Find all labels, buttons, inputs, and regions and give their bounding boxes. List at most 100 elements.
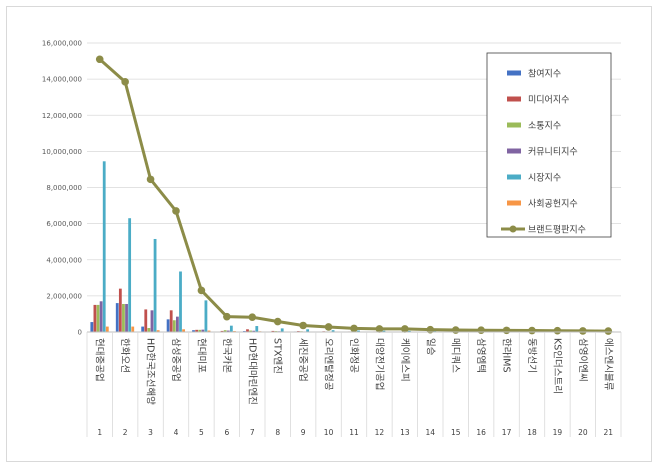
bar: [144, 309, 148, 332]
category-label: 현대미포: [195, 338, 206, 373]
category-label: 삼영이엔씨: [577, 338, 588, 382]
bar: [131, 326, 135, 332]
bar: [207, 330, 211, 332]
rank-label: 21: [604, 428, 614, 437]
bar: [220, 330, 224, 332]
x-axis: 현대중공업 1 한화오션 2 HD한국조선해양 3 삼성중공업 4 현대미포 5 한국카본 6 HD현대…: [86, 331, 622, 437]
category-label: 대양전기공업: [373, 338, 385, 390]
bar: [166, 319, 170, 332]
line-point: [172, 207, 180, 215]
bar: [122, 304, 125, 332]
rank-label: 9: [301, 428, 306, 437]
bar: [156, 330, 160, 332]
legend-label: 미디어지수: [528, 95, 569, 106]
legend-swatch: [507, 174, 521, 180]
y-tick-label: 12,000,000: [42, 112, 82, 120]
category-label: 삼영엠텍: [475, 338, 487, 373]
line-point: [324, 323, 333, 331]
bar: [102, 161, 106, 332]
y-tick-label: 6,000,000: [46, 220, 82, 228]
bar: [226, 330, 230, 332]
rank-label: 12: [375, 428, 385, 437]
line-point: [553, 326, 562, 335]
bar: [172, 320, 176, 332]
chart-frame: 0 2,000,000 4,000,000 6,000,000 8,000,000 10,…: [6, 6, 652, 462]
category-label: 한화오션: [119, 338, 130, 373]
legend-swatch: [507, 70, 521, 76]
legend-label: 소통지수: [528, 121, 561, 132]
rank-label: 11: [349, 428, 359, 437]
category-label: 한라IMS: [501, 338, 512, 373]
legend-label: 브랜드평판지수: [528, 225, 586, 236]
bar: [252, 330, 256, 332]
bar: [179, 271, 182, 332]
rank-label: 15: [451, 428, 461, 437]
legend-label: 시장지수: [528, 173, 561, 184]
bar: [407, 330, 411, 332]
line-point: [223, 312, 231, 321]
rank-label: 20: [578, 428, 588, 437]
category-label: HD한국조선해양: [145, 338, 157, 405]
line-point: [197, 286, 206, 295]
legend-box: [486, 52, 612, 238]
legend-swatch: [507, 148, 521, 154]
line-point: [375, 325, 384, 333]
bar: [357, 330, 360, 332]
rank-label: 13: [400, 428, 410, 437]
legend-label: 커뮤니티지수: [528, 147, 578, 158]
rank-label: 14: [426, 428, 436, 437]
bar: [118, 288, 122, 332]
category-label: 삼성중공업: [170, 338, 182, 382]
bar: [90, 322, 94, 332]
legend-label: 사회공헌지수: [528, 199, 578, 210]
bar: [150, 310, 154, 332]
bar: [198, 329, 202, 332]
rank-label: 17: [502, 428, 512, 437]
line-point: [95, 55, 104, 64]
line-point: [350, 324, 358, 333]
bar: [201, 329, 205, 332]
line-point: [401, 325, 409, 333]
y-axis: 0 2,000,000 4,000,000 6,000,000 8,000,000 10,…: [42, 40, 82, 337]
category-label: 일승: [424, 338, 435, 356]
bar: [382, 330, 386, 332]
bar: [204, 300, 208, 332]
gridlines: [87, 42, 621, 333]
category-label: STX엔진: [272, 338, 283, 374]
bar: [105, 326, 109, 332]
bar: [96, 304, 100, 332]
bar: [331, 330, 335, 332]
category-label: 한국카본: [221, 338, 232, 373]
rank-label: 6: [224, 428, 229, 437]
category-label: 동방선기: [526, 338, 537, 373]
legend-swatch: [507, 122, 521, 128]
y-tick-label: 0: [78, 329, 82, 337]
chart-svg: 0 2,000,000 4,000,000 6,000,000 8,000,000 10,…: [42, 40, 622, 437]
bar: [271, 330, 275, 332]
bar: [223, 330, 227, 332]
bar: [249, 330, 252, 332]
category-label: 오리엔탈정공: [323, 338, 335, 391]
category-label: 인화정공: [348, 338, 359, 373]
legend-swatch: [507, 200, 521, 206]
line-point: [121, 78, 129, 86]
rank-label: 19: [553, 428, 563, 437]
bar: [169, 310, 173, 332]
bar: [125, 304, 128, 332]
category-label: KS인더스트리: [551, 338, 562, 394]
bar: [93, 304, 97, 332]
category-label: 에스엔시블류: [602, 338, 613, 391]
bar: [176, 316, 179, 332]
legend-marker: [509, 225, 517, 233]
rank-label: 3: [148, 428, 153, 437]
line-point: [528, 326, 536, 335]
category-label: 세진중공업: [297, 338, 309, 382]
bar: [115, 303, 119, 332]
rank-label: 1: [97, 428, 102, 437]
y-tick-label: 4,000,000: [46, 256, 82, 264]
bar: [280, 328, 284, 332]
bar: [195, 329, 199, 332]
y-tick-label: 10,000,000: [42, 148, 82, 156]
rank-label: 16: [476, 428, 486, 437]
category-label: 메디쿼스: [450, 338, 461, 373]
